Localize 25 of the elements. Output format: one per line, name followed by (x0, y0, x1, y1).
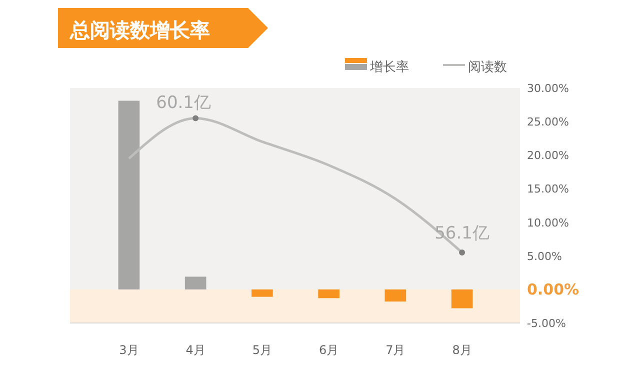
y-tick-label: 30.00% (527, 82, 569, 95)
bar (184, 276, 206, 290)
chart-title: 总阅读数增长率 (69, 18, 210, 42)
y-tick-label: 20.00% (527, 149, 569, 162)
y-tick-label: 15.00% (527, 182, 569, 196)
y-tick-label: 25.00% (527, 116, 569, 129)
bar (384, 289, 406, 302)
x-tick-label: 6月 (318, 343, 339, 357)
x-tick-label: 3月 (119, 343, 139, 357)
bar (451, 289, 473, 308)
x-tick-label: 4月 (186, 343, 206, 357)
legend-label: 增长率 (369, 59, 409, 75)
y-tick-label: 10.00% (527, 216, 569, 230)
bar (318, 289, 340, 298)
data-label: 60.1亿 (156, 93, 212, 114)
y-tick-label: 5.00% (527, 250, 562, 263)
legend-label: 阅读数 (468, 60, 507, 75)
y-tick-label: -5.00% (527, 317, 566, 330)
data-label: 56.1亿 (434, 224, 490, 244)
bar (118, 100, 140, 290)
y-tick-label: 0.00% (527, 280, 580, 298)
x-tick-label: 5月 (252, 343, 272, 357)
bar (252, 289, 273, 297)
x-tick-label: 7月 (386, 343, 406, 357)
x-tick-label: 8月 (452, 343, 472, 357)
